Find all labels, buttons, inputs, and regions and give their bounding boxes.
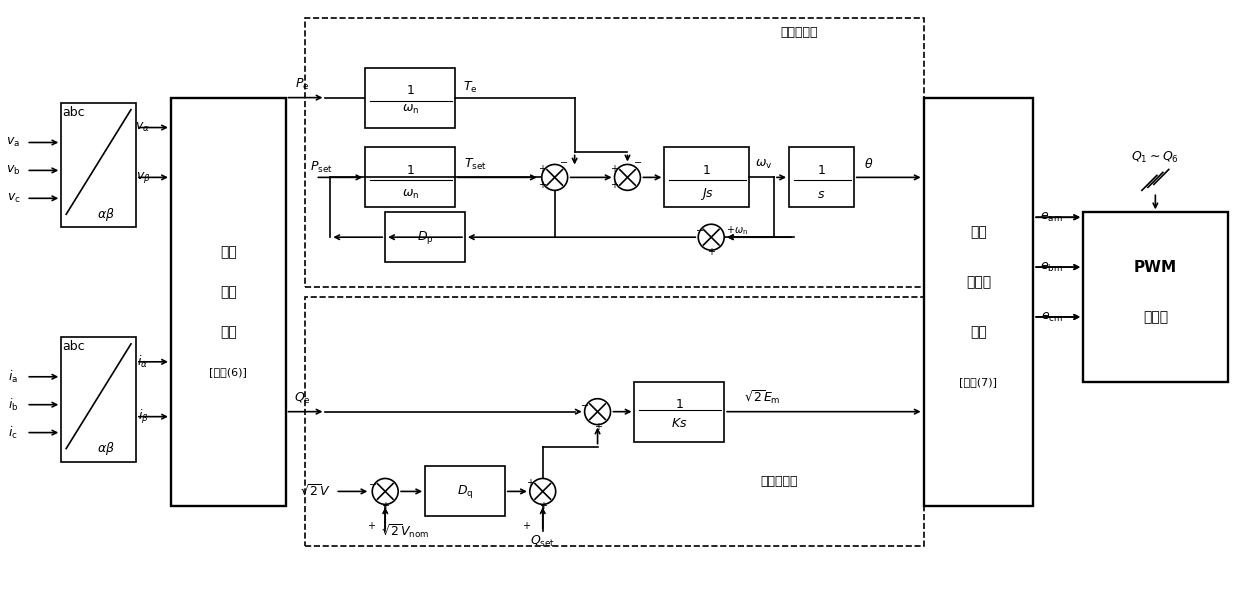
Text: abc: abc xyxy=(62,106,84,119)
Text: $1$: $1$ xyxy=(817,164,825,177)
Bar xyxy=(634,382,724,442)
Circle shape xyxy=(372,478,398,504)
Text: 功率: 功率 xyxy=(219,285,237,299)
Text: $i_\mathrm{c}$: $i_\mathrm{c}$ xyxy=(9,425,19,441)
Text: $i_\alpha$: $i_\alpha$ xyxy=(138,354,149,370)
Text: $P_\mathrm{e}$: $P_\mathrm{e}$ xyxy=(295,77,310,92)
Text: $Q_\mathrm{set}$: $Q_\mathrm{set}$ xyxy=(530,534,555,549)
Bar xyxy=(306,297,923,546)
Text: +: + xyxy=(611,181,618,190)
Text: $s$: $s$ xyxy=(818,188,825,201)
Text: +: + xyxy=(707,247,715,257)
Text: +: + xyxy=(593,422,602,432)
Text: $Q_\mathrm{e}$: $Q_\mathrm{e}$ xyxy=(294,391,311,406)
Bar xyxy=(923,98,1033,506)
Text: $D_\mathrm{p}$: $D_\mathrm{p}$ xyxy=(416,229,434,246)
Text: $\alpha\beta$: $\alpha\beta$ xyxy=(97,206,115,223)
Text: +: + xyxy=(538,164,545,175)
Text: 调制器: 调制器 xyxy=(1142,310,1168,324)
Circle shape xyxy=(699,224,724,250)
Bar xyxy=(366,68,455,127)
Text: +: + xyxy=(382,501,389,512)
Text: $-$: $-$ xyxy=(695,224,704,234)
Text: $\sqrt{2}V_\mathrm{nom}$: $\sqrt{2}V_\mathrm{nom}$ xyxy=(382,522,429,540)
Bar xyxy=(61,103,136,227)
Text: $1$: $1$ xyxy=(405,164,415,177)
Text: $\omega_\mathrm{n}$: $\omega_\mathrm{n}$ xyxy=(401,103,419,116)
Text: 无功控制器: 无功控制器 xyxy=(761,475,798,488)
Bar xyxy=(171,98,285,506)
Text: $-$: $-$ xyxy=(633,156,642,167)
Text: $-$: $-$ xyxy=(368,478,377,489)
Text: +: + xyxy=(539,501,546,512)
Text: 调制波: 调制波 xyxy=(966,275,991,289)
Bar xyxy=(366,147,455,207)
Text: $v_\mathrm{c}$: $v_\mathrm{c}$ xyxy=(6,191,20,205)
Text: $Js$: $Js$ xyxy=(700,186,714,202)
Text: [公式(6)]: [公式(6)] xyxy=(209,367,247,377)
Text: $v_\mathrm{b}$: $v_\mathrm{b}$ xyxy=(6,164,21,177)
Text: $e_\mathrm{am}$: $e_\mathrm{am}$ xyxy=(1041,211,1063,224)
Text: $T_\mathrm{set}$: $T_\mathrm{set}$ xyxy=(463,157,487,172)
Text: [公式(7)]: [公式(7)] xyxy=(959,377,997,387)
Text: 计算: 计算 xyxy=(970,325,986,339)
Text: $P_\mathrm{set}$: $P_\mathrm{set}$ xyxy=(311,160,333,175)
Text: $v_\mathrm{a}$: $v_\mathrm{a}$ xyxy=(6,136,20,149)
Text: $v_\alpha$: $v_\alpha$ xyxy=(135,121,150,134)
Bar xyxy=(664,147,750,207)
Bar xyxy=(61,337,136,461)
Text: $\sqrt{2}E_\mathrm{m}$: $\sqrt{2}E_\mathrm{m}$ xyxy=(745,388,781,406)
Text: +: + xyxy=(367,521,375,532)
Text: $\sqrt{2}V$: $\sqrt{2}V$ xyxy=(300,484,331,499)
Text: $1$: $1$ xyxy=(405,84,415,97)
Text: $i_\mathrm{b}$: $i_\mathrm{b}$ xyxy=(9,397,19,413)
Text: $i_\mathrm{a}$: $i_\mathrm{a}$ xyxy=(9,368,19,385)
Text: $-$: $-$ xyxy=(580,399,590,409)
Text: +: + xyxy=(525,478,534,489)
Circle shape xyxy=(615,164,641,190)
Circle shape xyxy=(585,399,611,425)
Text: +: + xyxy=(538,181,545,190)
Text: $T_\mathrm{e}$: $T_\mathrm{e}$ xyxy=(462,80,477,95)
Circle shape xyxy=(530,478,556,504)
Text: $D_\mathrm{q}$: $D_\mathrm{q}$ xyxy=(457,483,473,500)
Text: +: + xyxy=(522,521,530,532)
Text: PWM: PWM xyxy=(1134,260,1177,275)
Text: $Ks$: $Ks$ xyxy=(672,417,688,430)
Text: $\theta$: $\theta$ xyxy=(864,158,873,172)
Text: $+\omega_\mathrm{n}$: $+\omega_\mathrm{n}$ xyxy=(726,224,748,237)
Text: $e_\mathrm{bm}$: $e_\mathrm{bm}$ xyxy=(1041,260,1063,274)
Text: $\alpha\beta$: $\alpha\beta$ xyxy=(97,440,115,457)
Text: $\omega_\mathrm{v}$: $\omega_\mathrm{v}$ xyxy=(756,158,773,171)
Text: $\omega_\mathrm{n}$: $\omega_\mathrm{n}$ xyxy=(401,188,419,201)
Text: $e_\mathrm{cm}$: $e_\mathrm{cm}$ xyxy=(1041,310,1063,324)
Bar xyxy=(1083,212,1228,382)
Text: +: + xyxy=(611,164,618,175)
Text: 计算: 计算 xyxy=(219,325,237,339)
Bar xyxy=(789,147,854,207)
Text: $Q_1{\sim}Q_6$: $Q_1{\sim}Q_6$ xyxy=(1131,150,1180,165)
Text: $1$: $1$ xyxy=(703,164,711,177)
Text: $-$: $-$ xyxy=(559,156,569,167)
Text: abc: abc xyxy=(62,341,84,353)
Text: 瞬时: 瞬时 xyxy=(219,245,237,259)
Bar xyxy=(425,466,504,516)
Bar xyxy=(385,212,465,262)
Text: 三相: 三相 xyxy=(970,225,986,239)
Bar xyxy=(306,18,923,287)
Text: $v_\beta$: $v_\beta$ xyxy=(135,170,150,185)
Text: $1$: $1$ xyxy=(675,398,684,411)
Text: $i_\beta$: $i_\beta$ xyxy=(138,408,149,426)
Text: 有功控制器: 有功控制器 xyxy=(781,27,818,39)
Circle shape xyxy=(541,164,567,190)
